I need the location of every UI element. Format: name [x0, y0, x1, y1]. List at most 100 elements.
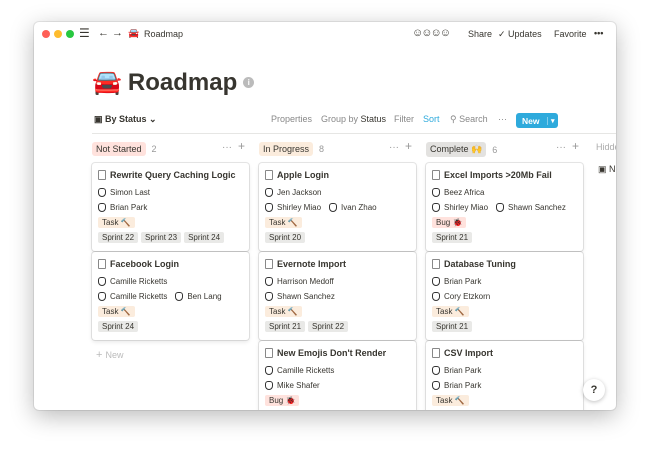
new-button[interactable]: New ▾	[516, 113, 558, 128]
sprint-tag: Sprint 23	[141, 232, 182, 243]
type-tags: Task 🔨	[98, 215, 243, 230]
share-button[interactable]: Share	[468, 29, 493, 39]
avatar-icon	[265, 203, 273, 212]
avatar-icon	[432, 381, 440, 390]
sprint-tags: Sprint 21 Sprint 22	[265, 319, 410, 334]
assignee-row: Brian Park	[432, 274, 577, 289]
help-button[interactable]: ?	[583, 379, 605, 401]
updates-button[interactable]: ✓ Updates	[498, 29, 542, 40]
type-tag: Bug 🐞	[265, 395, 300, 406]
board-card[interactable]: Excel Imports >20Mb Fail Beez Africa Shirl…	[426, 163, 583, 251]
more-options-button[interactable]: •••	[594, 28, 604, 38]
column-count: 2	[151, 144, 157, 154]
avatar-icon	[265, 292, 273, 301]
info-icon[interactable]: i	[243, 77, 255, 88]
page-icon	[432, 259, 440, 269]
group-by-button[interactable]: Group by Status	[321, 114, 386, 124]
board-card[interactable]: Apple Login Jen Jackson Shirley Miao Ivan Z…	[259, 163, 416, 251]
page-icon	[265, 259, 273, 269]
add-new-card-button[interactable]: + New	[96, 349, 124, 361]
assignee-row: Mike Shafer	[265, 378, 410, 393]
column-more-button[interactable]: ···	[222, 142, 232, 153]
avatar-icon	[98, 292, 106, 301]
assignee-row: Cory Etzkorn	[432, 289, 577, 304]
assignee-row: Camille Ricketts Ben Lang	[98, 289, 243, 304]
column-label[interactable]: Complete 🙌	[426, 142, 487, 157]
card-title-text: Evernote Import	[277, 259, 347, 269]
collaborator-avatars[interactable]: ☺☺☺☺	[412, 27, 451, 39]
column-header: Complete 🙌 6	[426, 142, 497, 157]
card-title-text: Rewrite Query Caching Logic	[110, 170, 236, 180]
breadcrumb-title[interactable]: Roadmap	[144, 29, 184, 39]
card-title: Database Tuning	[432, 258, 577, 270]
page-icon	[98, 259, 106, 269]
filter-button[interactable]: Filter	[394, 114, 414, 124]
close-window-button[interactable]	[42, 30, 50, 38]
maximize-window-button[interactable]	[66, 30, 74, 38]
hidden-item[interactable]: ▣ N	[598, 164, 616, 175]
assignee-row: Shawn Sanchez	[265, 289, 410, 304]
forward-arrow-icon[interactable]: →	[112, 27, 123, 39]
plus-icon: +	[96, 349, 106, 361]
properties-button[interactable]: Properties	[271, 114, 313, 124]
assignee-name: Mike Shafer	[277, 381, 320, 390]
chevron-down-icon[interactable]: ▾	[547, 116, 555, 125]
board-card[interactable]: New Emojis Don't Render Camille Ricketts M…	[259, 341, 416, 410]
add-card-icon[interactable]: +	[238, 139, 246, 153]
board-card[interactable]: CSV Import Brian Park Brian Park Task 🔨	[426, 341, 583, 410]
view-selector[interactable]: ▣ By Status ⌄	[94, 114, 157, 124]
add-card-icon[interactable]: +	[405, 139, 413, 153]
group-by-value: Status	[360, 114, 387, 124]
assignee-name: Ben Lang	[187, 292, 222, 301]
type-tag: Task 🔨	[265, 217, 302, 228]
inbox-icon: ▣	[598, 164, 610, 174]
type-tags: Task 🔨	[98, 304, 243, 319]
assignee-row: Brian Park	[432, 363, 577, 378]
check-icon: ✓	[498, 29, 509, 39]
avatar-icon	[329, 203, 338, 212]
card-title-text: Facebook Login	[110, 259, 180, 269]
assignee-name: Simon Last	[110, 188, 151, 197]
assignee-name: Shirley Miao	[277, 203, 322, 212]
car-emoji-icon: 🚘	[92, 69, 122, 96]
page-title-text[interactable]: Roadmap	[127, 68, 238, 96]
avatar-icon	[432, 203, 440, 212]
assignee-row: Camille Ricketts	[98, 274, 243, 289]
sprint-tags: Sprint 22 Sprint 23 Sprint 24	[98, 230, 243, 245]
favorite-button[interactable]: Favorite	[554, 29, 587, 39]
sprint-tags: Sprint 20	[265, 230, 410, 245]
type-tag: Task 🔨	[432, 395, 469, 406]
sprint-tags: Sprint 21	[432, 230, 577, 245]
sprint-tag: Sprint 24	[98, 321, 139, 332]
column-count: 8	[319, 144, 325, 154]
sprint-tag: Sprint 22	[98, 232, 139, 243]
hidden-column-header[interactable]: Hidden	[596, 142, 616, 152]
minimize-window-button[interactable]	[54, 30, 62, 38]
toolbar-more-button[interactable]: ···	[498, 114, 507, 124]
sprint-tag: Sprint 21	[432, 232, 473, 243]
column-more-button[interactable]: ···	[389, 142, 399, 153]
assignee-name: Brian Park	[110, 203, 148, 212]
page-icon	[432, 170, 440, 180]
board-card[interactable]: Evernote Import Harrison Medoff Shawn Sanc…	[259, 252, 416, 340]
column-more-button[interactable]: ···	[556, 142, 566, 153]
avatar-icon	[432, 292, 440, 301]
column-label[interactable]: Not Started	[92, 142, 146, 156]
type-tags: Task 🔨	[265, 215, 410, 230]
sort-button[interactable]: Sort	[423, 114, 440, 124]
assignee-name: Shawn Sanchez	[277, 292, 335, 301]
board-card[interactable]: Facebook Login Camille Ricketts Camille Ri…	[92, 252, 249, 340]
menu-icon[interactable]: ☰	[79, 26, 90, 40]
avatar-icon	[265, 366, 273, 375]
type-tags: Task 🔨	[432, 304, 577, 319]
board-card[interactable]: Database Tuning Brian Park Cory Etzkorn Tas…	[426, 252, 583, 340]
search-button[interactable]: ⚲ Search	[450, 114, 488, 125]
sprint-tag: Sprint 24	[184, 232, 225, 243]
type-tag: Task 🔨	[98, 306, 135, 317]
column-label[interactable]: In Progress	[259, 142, 314, 156]
updates-label: Updates	[508, 29, 542, 39]
add-card-icon[interactable]: +	[572, 139, 580, 153]
back-arrow-icon[interactable]: ←	[98, 27, 109, 39]
board-card[interactable]: Rewrite Query Caching Logic Simon Last Bri…	[92, 163, 249, 251]
type-tag: Task 🔨	[265, 306, 302, 317]
